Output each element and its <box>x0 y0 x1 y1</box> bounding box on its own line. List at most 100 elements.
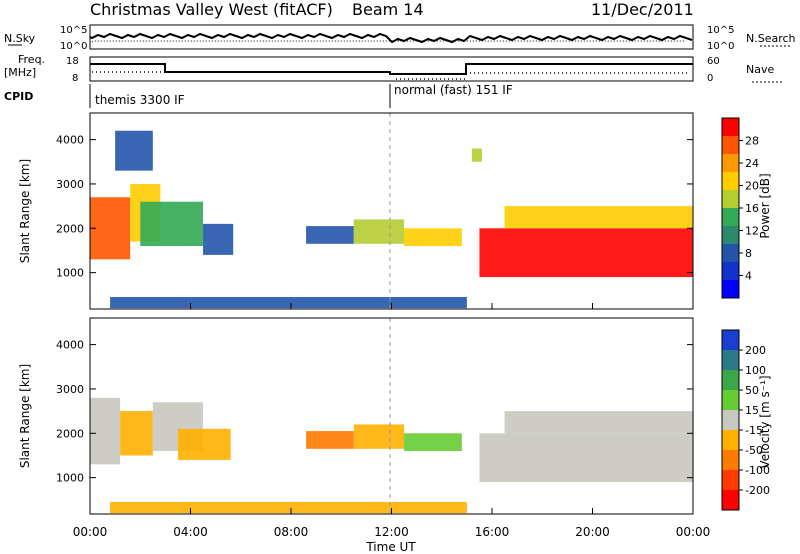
data-region <box>404 228 462 247</box>
colorbar-tick-label: 15 <box>745 404 759 417</box>
velocity-y-ticks: 4000 3000 2000 1000 <box>56 339 693 485</box>
power-colorbar: 28 24 20 16 12 8 4 <box>721 117 759 299</box>
x-tick-label: 20:00 <box>575 525 610 539</box>
cpid-strip: CPID themis 3300 IF normal (fast) 151 IF <box>4 83 513 108</box>
velocity-data <box>90 397 693 514</box>
y-tick-label: 2000 <box>56 222 84 235</box>
colorbar-tick-label: -100 <box>745 464 770 477</box>
nsky-trace <box>89 32 693 44</box>
x-tick-label: 00:00 <box>73 525 108 539</box>
noise-tick-right-hi: 10^5 <box>707 25 734 36</box>
y-tick-label: 4000 <box>56 134 84 147</box>
colorbar-swatch <box>722 350 739 371</box>
y-tick-label: 2000 <box>56 427 84 440</box>
data-region <box>203 223 234 255</box>
data-region <box>115 130 153 171</box>
data-region <box>404 433 462 452</box>
colorbar-tick-label: 50 <box>745 384 759 397</box>
colorbar-swatch <box>722 262 739 281</box>
colorbar-tick-label: -50 <box>745 444 763 457</box>
noise-tick-left-lo: 10^0 <box>60 41 87 52</box>
data-region <box>177 428 231 460</box>
colorbar-swatch <box>722 470 739 491</box>
y-tick-label: 4000 <box>56 339 84 352</box>
colorbar-tick-label: 8 <box>745 247 752 260</box>
colorbar-tick-label: 100 <box>745 364 766 377</box>
y-tick-label: 3000 <box>56 178 84 191</box>
x-axis: 00:00 04:00 08:00 12:00 16:00 20:00 00:00 <box>73 303 711 539</box>
colorbar-tick-label: 20 <box>745 180 759 193</box>
colorbar-swatch <box>722 370 739 391</box>
data-region <box>110 502 467 514</box>
colorbar-tick-label: 24 <box>745 157 759 170</box>
data-region <box>306 431 354 449</box>
data-region <box>479 433 693 483</box>
freq-tick-lo: 8 <box>72 73 78 84</box>
velocity-colorbar: 200 100 50 15 -15 -50 -100 -200 <box>721 329 770 511</box>
beam-label: Beam 14 <box>352 0 424 19</box>
velocity-ylabel: Slant Range [km] <box>18 364 32 468</box>
noise-tick-left-hi: 10^5 <box>60 25 87 36</box>
power-y-ticks: 4000 3000 2000 1000 <box>56 134 693 280</box>
colorbar-tick-label: -15 <box>745 424 763 437</box>
nsearch-trace <box>91 40 686 43</box>
colorbar-tick-label: 28 <box>745 135 759 148</box>
colorbar-swatch <box>722 208 739 227</box>
colorbar-swatch <box>722 390 739 411</box>
power-colorbar-label: Power [dB] <box>758 173 772 238</box>
freq-unit: [MHz] <box>4 66 36 79</box>
nave-label: Nave <box>746 63 774 76</box>
data-region <box>90 397 121 465</box>
y-tick-label: 1000 <box>56 472 84 485</box>
colorbar-swatch <box>722 410 739 431</box>
data-region <box>110 297 467 309</box>
x-tick-label: 00:00 <box>676 525 711 539</box>
colorbar-swatch <box>722 430 739 451</box>
colorbar-swatch <box>722 490 739 511</box>
freq-trace <box>90 63 693 75</box>
y-tick-label: 1000 <box>56 267 84 280</box>
colorbar-tick-label: 12 <box>745 225 759 238</box>
colorbar-swatch <box>722 330 739 351</box>
noise-tick-right-lo: 10^0 <box>707 41 734 52</box>
freq-label: Freq. <box>18 53 45 66</box>
data-region <box>504 411 693 434</box>
x-tick-label: 08:00 <box>274 525 309 539</box>
y-tick-label: 3000 <box>56 383 84 396</box>
data-region <box>120 411 153 456</box>
date-label: 11/Dec/2011 <box>591 0 694 19</box>
cpid-left: themis 3300 IF <box>95 93 185 107</box>
x-tick-label: 04:00 <box>173 525 208 539</box>
data-region <box>471 148 482 162</box>
colorbar-tick-label: 200 <box>745 344 766 357</box>
colorbar-swatch <box>722 450 739 471</box>
data-region <box>353 219 405 244</box>
x-tick-label: 16:00 <box>475 525 510 539</box>
power-ylabel: Slant Range [km] <box>18 159 32 263</box>
nave-tick-hi: 60 <box>707 56 720 67</box>
colorbar-tick-label: 4 <box>745 270 752 283</box>
colorbar-frame <box>721 329 740 511</box>
colorbar-swatch <box>722 280 739 299</box>
nsearch-label: N.Search <box>746 32 796 45</box>
colorbar-swatch <box>722 172 739 191</box>
x-tick-label: 12:00 <box>374 525 409 539</box>
power-data <box>90 130 693 309</box>
freq-tick-hi: 18 <box>66 56 79 67</box>
colorbar-swatch <box>722 118 739 137</box>
colorbar-swatch <box>722 244 739 263</box>
colorbar-swatch <box>722 226 739 245</box>
data-region <box>90 197 131 260</box>
velocity-colorbar-label: Velocity [m s⁻¹] <box>758 375 772 468</box>
colorbar-swatch <box>722 190 739 209</box>
colorbar-tick-label: 16 <box>745 202 759 215</box>
colorbar-swatch <box>722 154 739 173</box>
colorbar-tick-label: -200 <box>745 484 770 497</box>
nave-tick-lo: 0 <box>707 73 713 84</box>
station-title: Christmas Valley West (fitACF) <box>90 0 333 19</box>
nave-trace <box>92 71 690 80</box>
data-region <box>479 228 693 278</box>
freq-strip: Freq. [MHz] 18 8 60 0 Nave <box>4 53 782 84</box>
cpid-label: CPID <box>4 90 33 103</box>
